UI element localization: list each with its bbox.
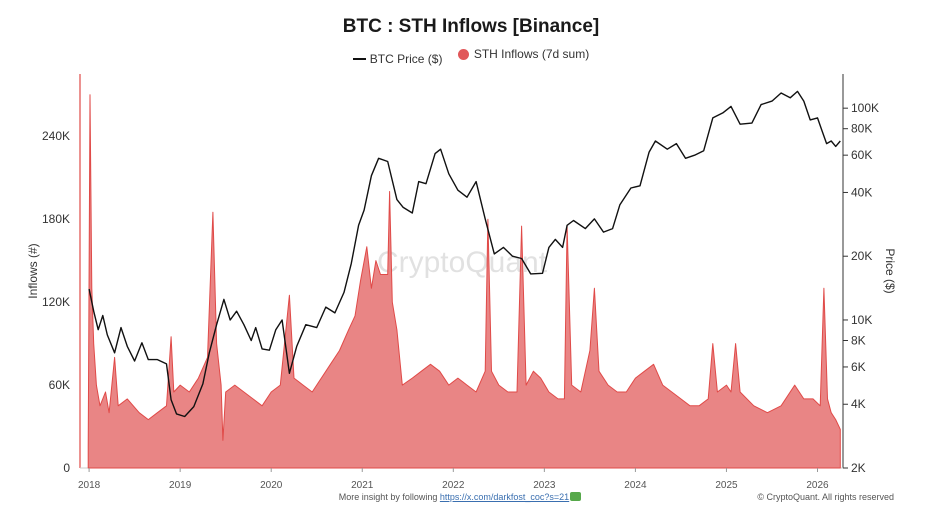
y-right-tick-label: 10K — [851, 313, 872, 327]
y-left-tick-label: 0 — [63, 461, 70, 475]
watermark: CryptoQuant — [377, 246, 548, 279]
y-right-tick-label: 40K — [851, 185, 872, 199]
legend-price-label: BTC Price ($) — [369, 51, 443, 66]
x-tick-label: 2022 — [442, 480, 465, 491]
y-right-tick-label: 80K — [851, 122, 872, 136]
y-left-tick-label: 180K — [42, 212, 70, 226]
y-right-tick-label: 2K — [851, 461, 866, 475]
y-right-tick-label: 8K — [851, 333, 866, 347]
chart-legend: BTC Price ($) STH Inflows (7d sum) — [0, 47, 942, 66]
y-right-tick-label: 60K — [851, 148, 872, 162]
frog-emoji-icon — [570, 492, 582, 501]
series-sth-inflows-area — [87, 94, 841, 469]
footer-insight: More insight by following https://x.com/… — [0, 492, 920, 502]
x-tick-label: 2026 — [806, 480, 829, 491]
y-right-tick-label: 100K — [851, 101, 879, 115]
footer-link[interactable]: https://x.com/darkfost_coc?s=21 — [439, 492, 570, 502]
legend-item-price[interactable]: BTC Price ($) — [352, 51, 443, 66]
y-left-axis-title: Inflows (#) — [26, 243, 40, 298]
y-right-axis-title: Price ($) — [883, 248, 897, 293]
legend-item-inflows[interactable]: STH Inflows (7d sum) — [457, 47, 590, 61]
legend-inflows-swatch — [457, 48, 469, 60]
legend-price-swatch — [352, 57, 366, 60]
x-tick-label: 2020 — [260, 480, 283, 491]
x-tick-label: 2023 — [533, 480, 556, 491]
y-right-tick-label: 4K — [851, 397, 866, 411]
x-tick-label: 2025 — [715, 480, 738, 491]
x-tick-label: 2018 — [78, 480, 101, 491]
series-btc-price-line — [88, 90, 841, 418]
y-right-tick-label: 20K — [851, 249, 872, 263]
y-left-tick-label: 120K — [42, 295, 70, 309]
chart-title: BTC : STH Inflows [Binance] — [342, 16, 600, 37]
x-tick-label: 2024 — [624, 480, 647, 491]
y-left-tick-label: 60K — [49, 378, 70, 392]
footer-insight-text: More insight by following — [338, 492, 438, 502]
x-tick-label: 2019 — [169, 480, 192, 491]
legend-inflows-label: STH Inflows (7d sum) — [473, 47, 590, 61]
footer-copyright: © CryptoQuant. All rights reserved — [757, 492, 894, 502]
y-right-tick-label: 6K — [851, 360, 866, 374]
y-left-tick-label: 240K — [42, 129, 70, 143]
x-tick-label: 2021 — [351, 480, 374, 491]
